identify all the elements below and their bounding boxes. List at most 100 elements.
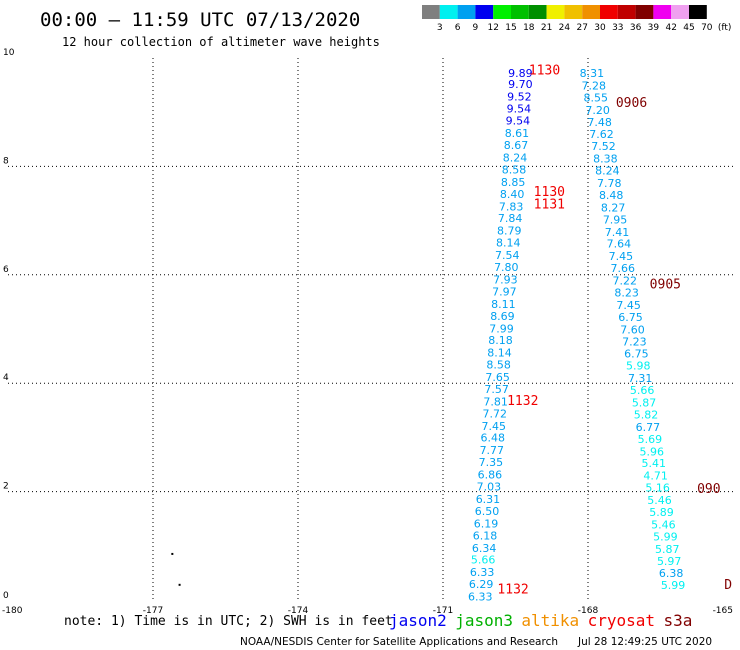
wave-height-label: 5.98 [626, 360, 651, 373]
wave-height-label: 6.18 [473, 529, 498, 542]
wave-height-label: 7.20 [585, 104, 610, 117]
wave-height-label: 7.45 [609, 250, 634, 263]
colorbar-label: 30 [594, 23, 606, 33]
colorbar-label: 45 [683, 23, 694, 33]
wave-height-label: 6.50 [475, 505, 500, 518]
wave-height-label: 6.33 [470, 566, 495, 579]
colorbar-label: 21 [541, 23, 552, 33]
wave-height-label: 7.64 [607, 238, 632, 251]
colorbar-label: 24 [559, 23, 571, 33]
wave-height-label: 9.54 [507, 103, 532, 116]
wave-height-label: 6.77 [636, 421, 661, 434]
wave-height-label: 7.41 [605, 226, 630, 239]
wave-height-label: 8.48 [599, 189, 624, 202]
wave-height-label: 5.87 [632, 397, 657, 410]
wave-height-label: 7.48 [587, 116, 612, 129]
wave-height-label: 5.16 [645, 482, 670, 495]
wave-height-label: 8.58 [502, 163, 527, 176]
colorbar-swatch [635, 5, 654, 19]
wave-height-label: 7.23 [622, 335, 647, 348]
wave-height-label: 6.38 [659, 567, 684, 580]
colorbar-swatch [600, 5, 618, 19]
time-label: 1130 [534, 185, 565, 200]
colorbar-label: 27 [576, 23, 587, 33]
x-tick-label: -165 [713, 606, 733, 616]
wave-height-label: 5.89 [649, 506, 674, 519]
time-label: D [724, 578, 732, 593]
wave-height-label: 8.24 [503, 152, 528, 165]
wave-height-label: 8.55 [583, 91, 608, 104]
wave-height-label: 5.46 [647, 494, 672, 507]
wave-height-label: 4.71 [643, 470, 668, 483]
colorbar-label: 36 [630, 23, 642, 33]
wave-height-label: 7.65 [485, 371, 510, 384]
footer-credit: NOAA/NESDIS Center for Satellite Applica… [240, 636, 558, 648]
wave-height-label: 7.28 [582, 79, 607, 92]
wave-height-label: 5.99 [661, 579, 686, 592]
wave-height-label: 8.14 [496, 237, 521, 250]
y-tick-label: 8 [3, 156, 9, 166]
wave-height-label: 7.45 [616, 299, 641, 312]
colorbar-swatch [528, 5, 547, 19]
wave-height-label: 7.83 [499, 200, 524, 213]
colorbar-swatch [671, 5, 689, 19]
wave-height-label: 5.46 [651, 518, 676, 531]
wave-height-label: 6.31 [476, 493, 501, 506]
wave-height-label: 9.54 [506, 115, 531, 128]
time-label: 1132 [497, 582, 528, 597]
colorbar-label: 9 [473, 23, 479, 33]
wave-height-label: 7.57 [484, 383, 509, 396]
colorbar-swatch [457, 5, 476, 19]
wave-height-label: 8.18 [488, 334, 513, 347]
x-tick-label: -171 [433, 606, 453, 616]
time-label: 1130 [529, 63, 560, 78]
wave-height-label: 7.78 [597, 177, 622, 190]
wave-height-label: 7.77 [480, 444, 505, 457]
y-tick-label: 0 [3, 591, 9, 601]
colorbar-label: 33 [612, 23, 623, 33]
plot-grid [8, 58, 733, 600]
wave-height-label: 7.99 [489, 322, 514, 335]
wave-height-label: 7.84 [498, 212, 523, 225]
wave-height-label: 8.24 [595, 165, 620, 178]
wave-height-label: 6.75 [618, 311, 643, 324]
wave-height-label: 8.11 [491, 298, 516, 311]
colorbar-swatch [511, 5, 529, 19]
wave-height-label: 7.81 [483, 395, 508, 408]
legend-entry: s3a [664, 611, 693, 630]
wave-height-label: 7.35 [479, 456, 504, 469]
wave-height-label: 8.40 [500, 188, 525, 201]
wave-height-label: 6.33 [468, 591, 493, 604]
wave-height-label: 5.82 [634, 408, 659, 421]
footer-note: note: 1) Time is in UTC; 2) SWH is in fe… [64, 614, 393, 629]
footer-timestamp: Jul 28 12:49:25 UTC 2020 [577, 636, 712, 648]
color-scale-bar: 3 6 9 12 15 18 21 24 27 30 33 36 39 42 45 70 (ft) [422, 5, 731, 33]
time-label: 0906 [616, 96, 647, 111]
wave-height-label: 7.31 [628, 372, 653, 385]
wave-height-label: 7.97 [492, 285, 517, 298]
track-dot [171, 552, 174, 555]
track-dot [178, 583, 181, 586]
wave-height-label: 7.72 [482, 407, 507, 420]
colorbar-label: 6 [455, 23, 461, 33]
wave-height-label: 6.86 [478, 469, 503, 482]
colorbar-swatch [653, 5, 672, 19]
colorbar-swatch [493, 5, 511, 19]
time-label: 090 [697, 482, 720, 497]
wave-height-label: 6.19 [474, 517, 499, 530]
wave-height-label: 8.31 [580, 67, 605, 80]
colorbar-label: 70 [701, 23, 713, 33]
wave-height-label: 7.54 [495, 249, 520, 262]
colorbar-label: 3 [437, 23, 443, 33]
wave-height-label: 9.89 [508, 67, 533, 80]
wave-height-label: 9.70 [508, 78, 533, 91]
chart-subtitle: 12 hour collection of altimeter wave hei… [62, 35, 380, 49]
colorbar-label: (ft) [718, 23, 732, 33]
wave-height-label: 8.85 [501, 176, 526, 189]
colorbar-swatch [564, 5, 583, 19]
legend-entry: jason2 [389, 611, 447, 630]
y-tick-label: 6 [3, 265, 9, 275]
colorbar-label: 15 [505, 23, 516, 33]
wave-height-label: 5.66 [471, 554, 496, 567]
